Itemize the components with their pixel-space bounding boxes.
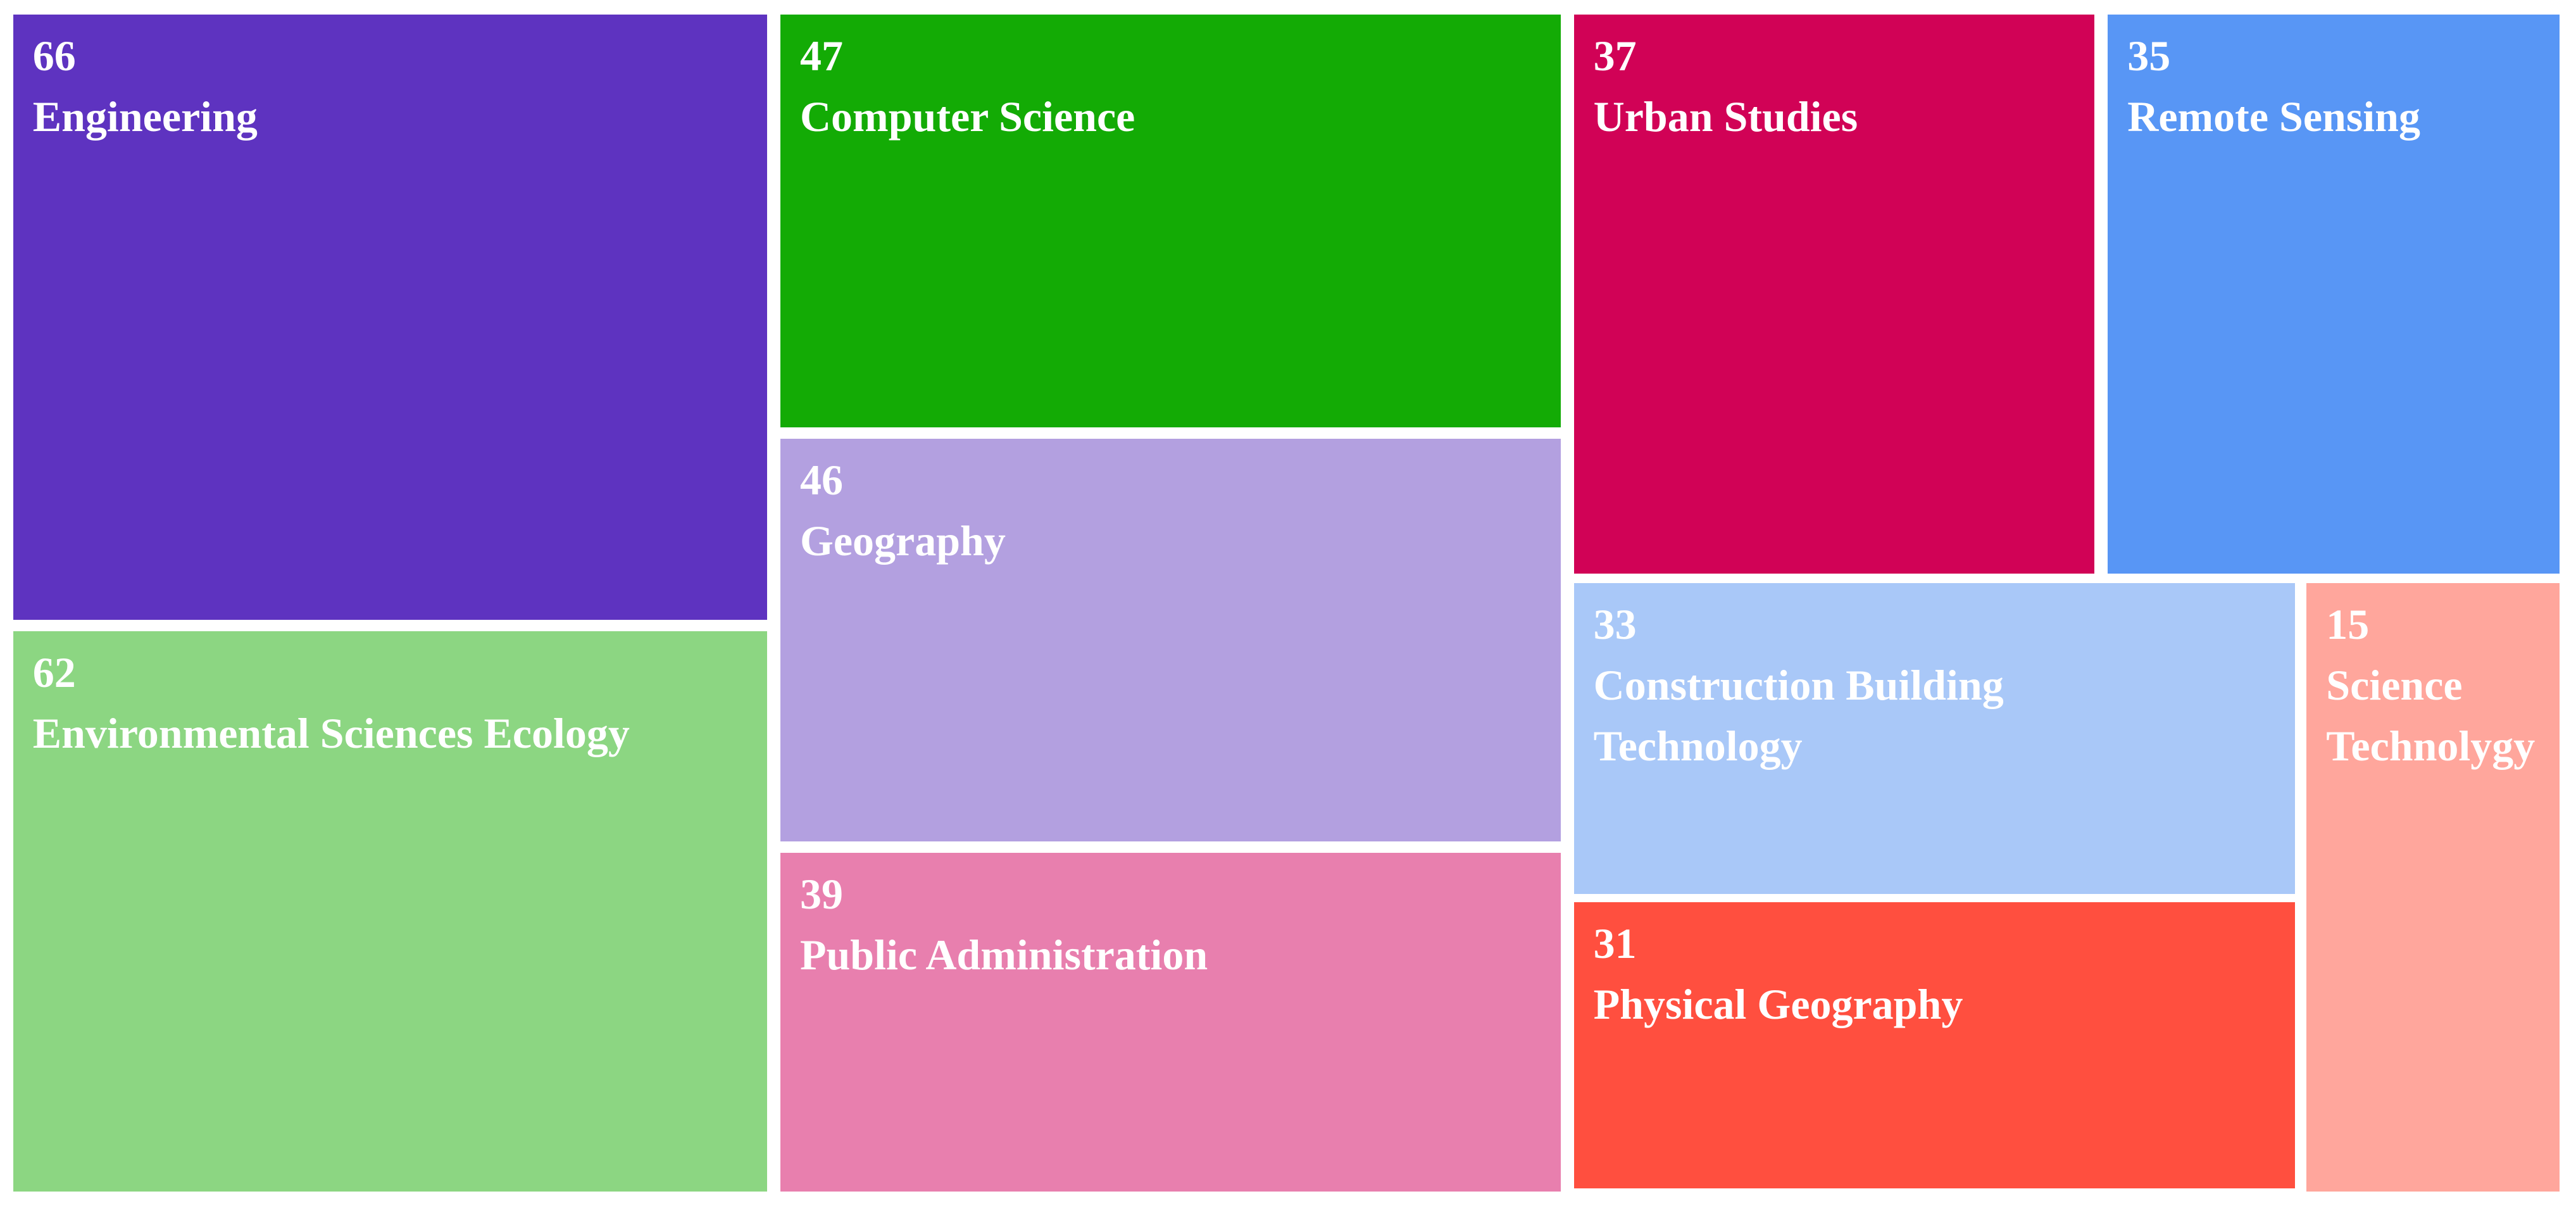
tile: 33 Construction Building Technology (1573, 583, 2296, 895)
tile-label: Geography (799, 517, 1006, 565)
tile-value: 15 (2326, 600, 2370, 649)
tile-value: 66 (32, 32, 76, 80)
tile-label: Physical Geography (1593, 980, 1963, 1029)
tile: 46 Geography (780, 439, 1561, 841)
tile-label: Urban Studies (1593, 92, 1858, 141)
tile-label: Computer Science (799, 92, 1135, 141)
tile-label: Science Technolygy (2326, 661, 2535, 771)
tile-value: 37 (1593, 32, 1637, 80)
tile-value: 31 (1593, 919, 1637, 968)
tile-label: Engineering (32, 92, 258, 141)
tile: 31 Physical Geography (1573, 902, 2296, 1188)
tile-value: 47 (799, 32, 843, 80)
tile: 35 Remote Sensing (2108, 15, 2560, 574)
tile-value: 33 (1593, 600, 1637, 649)
tile: 37 Urban Studies (1573, 15, 2095, 574)
tile: 62 Environmental Sciences Ecology (13, 631, 768, 1192)
tile: 15 Science Technolygy (2306, 583, 2560, 1192)
tile-value: 46 (799, 456, 843, 505)
tile-label: Environmental Sciences Ecology (32, 708, 630, 757)
tile: 47 Computer Science (780, 15, 1561, 427)
tile-value: 39 (799, 870, 843, 919)
tile-value: 62 (32, 648, 76, 696)
tile-value: 35 (2127, 32, 2171, 80)
tile: 66 Engineering (13, 15, 768, 620)
tile-label: Construction Building Technology (1593, 661, 2004, 771)
tile: 39 Public Administration (780, 853, 1561, 1192)
tile-label: Remote Sensing (2127, 92, 2420, 141)
tile-label: Public Administration (799, 931, 1208, 979)
